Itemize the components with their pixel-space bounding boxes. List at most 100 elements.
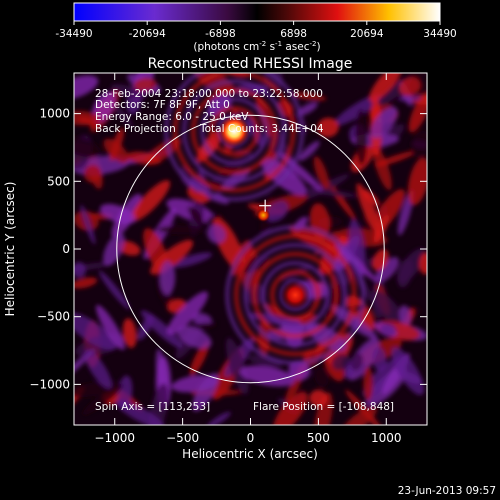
footer-date: 23-Jun-2013 09:57: [398, 485, 496, 497]
colorbar-tick-label: 20694: [350, 28, 384, 40]
colorbar-tick-label: -20694: [129, 28, 167, 40]
source-ring: [182, 79, 287, 184]
x-axis-tick-labels: −1000 −500 0 500 1000: [94, 431, 401, 445]
x-tick-label: 500: [307, 431, 330, 445]
texture-blob: [373, 146, 392, 191]
source-ring: [270, 270, 321, 321]
texture-blob: [137, 314, 154, 341]
texture-blob: [273, 392, 308, 425]
texture-blob: [99, 270, 130, 310]
y-axis-label: Heliocentric Y (arcsec): [3, 182, 17, 317]
texture-blob: [74, 75, 99, 100]
texture-blob: [82, 383, 124, 415]
texture-blob: [166, 291, 208, 335]
texture-blob: [122, 318, 137, 348]
texture-blob: [397, 258, 413, 288]
colorbar-tick-label: 6898: [280, 28, 307, 40]
flare-marker: [259, 199, 272, 212]
colorbar-tick-label: 34490: [423, 28, 456, 40]
source-ring: [261, 261, 330, 330]
texture-blob: [192, 373, 219, 412]
y-tick-label: 0: [62, 242, 70, 256]
source-ring: [200, 97, 269, 166]
annotation-flare-position: Flare Position = [-108,848]: [253, 401, 394, 413]
annotation-counts: Total Counts: 3.44E+04: [199, 123, 324, 135]
y-tick-label: −1000: [29, 377, 70, 391]
x-tick-label: −500: [166, 431, 199, 445]
texture-blob: [313, 156, 330, 190]
source-ring: [164, 73, 305, 202]
y-axis-ticks: [74, 113, 427, 385]
texture-blob: [131, 180, 171, 222]
texture-blob: [371, 290, 405, 328]
texture-blob: [99, 203, 137, 225]
texture-blob: [407, 157, 427, 206]
texture-blob: [317, 117, 339, 138]
texture-blob: [103, 233, 125, 266]
texture-blob: [372, 189, 405, 233]
x-axis-label: Heliocentric X (arcsec): [182, 447, 318, 461]
texture-blob: [74, 261, 114, 273]
flare-source: [280, 280, 311, 311]
texture-blob: [368, 73, 403, 102]
texture-blob: [415, 79, 427, 93]
texture-blob: [355, 109, 368, 166]
annotation-detectors: Detectors: 7F 8F 9F, Att 0: [95, 99, 230, 111]
texture-blob: [80, 204, 96, 245]
y-tick-label: 1000: [39, 107, 70, 121]
texture-blob: [74, 348, 95, 386]
texture-blob: [363, 366, 373, 401]
texture-blob: [399, 77, 421, 97]
texture-blob: [170, 252, 213, 268]
texture-blob: [84, 349, 112, 389]
texture-blob: [196, 128, 224, 163]
texture-blob: [148, 383, 169, 425]
colorbar-tick-label: -34490: [55, 28, 92, 40]
texture-blob: [296, 102, 318, 116]
texture-blob: [83, 164, 102, 183]
source-ring: [243, 243, 348, 348]
texture-blob: [205, 213, 223, 227]
texture-blob: [110, 101, 133, 128]
y-axis-tick-labels: −1000 −500 0 500 1000: [29, 107, 70, 392]
texture-blob: [189, 341, 210, 376]
texture-blob: [207, 224, 226, 244]
texture-blob: [399, 305, 412, 328]
annotation-spin-axis: Spin Axis = [113,253]: [95, 401, 210, 413]
texture-blob: [279, 152, 323, 192]
texture-blob: [143, 228, 169, 274]
texture-blob: [115, 399, 165, 425]
texture-blob: [341, 406, 377, 425]
y-tick-label: 500: [47, 174, 70, 188]
source-ring: [234, 234, 357, 357]
annotation-time-range: 28-Feb-2004 23:18:00.000 to 23:22:58.000: [95, 88, 323, 100]
texture-blob: [239, 365, 296, 387]
annotation-method: Back Projection: [95, 123, 176, 135]
source-ring: [191, 88, 278, 175]
texture-blob: [74, 110, 101, 126]
source-ring: [173, 73, 296, 193]
colorbar-tick-labels: -34490 -20694 -6898 6898 20694 34490: [55, 28, 456, 40]
texture-blob: [266, 200, 289, 222]
texture-blob: [74, 312, 117, 351]
texture-blob: [380, 323, 397, 337]
colorbar-ticks: [73, 21, 441, 25]
colorbar: [73, 2, 441, 22]
source-ring: [225, 225, 366, 366]
texture-blob: [225, 337, 249, 395]
texture-blob: [176, 325, 212, 349]
flare-source: [256, 208, 271, 223]
texture-blob: [206, 411, 231, 425]
texture-blob: [126, 151, 162, 165]
texture-blob: [333, 93, 383, 126]
y-tick-label: −500: [37, 310, 70, 324]
texture-blob: [309, 389, 328, 407]
source-ring: [209, 106, 260, 157]
flare-sources: [218, 115, 311, 311]
texture-blob: [298, 140, 320, 161]
source-ring: [252, 252, 339, 339]
solar-limb: [116, 114, 385, 384]
texture-blob: [314, 367, 329, 388]
texture-blob: [159, 260, 176, 296]
